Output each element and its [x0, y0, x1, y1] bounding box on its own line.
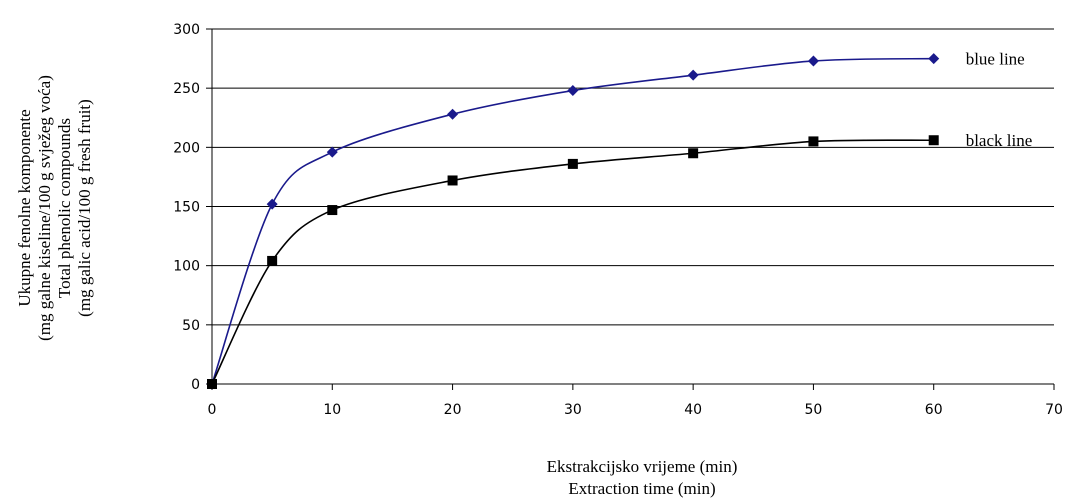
series-label-0: blue line [966, 50, 1025, 69]
x-tick-label: 10 [323, 402, 341, 418]
y-axis-title-line-4: (mg galic acid/100 g fresh fruit) [75, 99, 94, 317]
series-line-1 [211, 139, 934, 385]
data-point-diamond [687, 69, 699, 81]
data-point-diamond [447, 108, 459, 120]
series [206, 53, 940, 390]
x-tick-label: 0 [208, 402, 217, 418]
y-axis-title-line-1: Ukupne fenolne komponente [15, 109, 34, 306]
y-tick-label: 300 [173, 22, 200, 38]
data-point-diamond [266, 198, 278, 210]
y-axis-title-line-3: Total phenolic compounds [55, 118, 74, 298]
y-tick-label: 150 [173, 200, 200, 216]
y-tick-label: 50 [182, 318, 200, 334]
data-point-diamond [807, 55, 819, 67]
data-point-diamond [928, 53, 940, 65]
axes [206, 28, 1055, 390]
x-axis-title-line-2: Extraction time (min) [568, 479, 715, 498]
x-axis-title-line-1: Ekstrakcijsko vrijeme (min) [547, 457, 738, 476]
y-tick-label: 0 [191, 377, 200, 393]
data-point-square [688, 148, 699, 159]
data-point-square [267, 255, 278, 266]
y-tick-label: 200 [173, 140, 200, 156]
y-axis-title: Ukupne fenolne komponente (mg galne kise… [15, 75, 94, 341]
grid-lines [212, 28, 1054, 326]
data-point-diamond [567, 85, 579, 97]
y-tick-labels: 0 50 100 150 200 250 300 [173, 22, 200, 393]
series-line-0 [211, 57, 934, 385]
data-point-square [928, 135, 939, 146]
data-point-square [808, 136, 819, 147]
data-point-square [567, 158, 578, 169]
y-axis-title-line-2: (mg galne kiseline/100 g svježeg voća) [35, 75, 54, 341]
y-tick-label: 250 [173, 81, 200, 97]
legend: blue line black line [966, 50, 1033, 151]
data-point-square [447, 175, 458, 186]
data-point-square [207, 379, 217, 389]
data-point-square [327, 205, 338, 216]
x-tick-label: 20 [444, 402, 462, 418]
x-tick-label: 30 [564, 402, 582, 418]
x-tick-label: 40 [684, 402, 702, 418]
x-tick-label: 70 [1045, 402, 1063, 418]
x-tick-labels: 0 10 20 30 40 50 60 70 [208, 402, 1063, 418]
data-point-diamond [326, 146, 338, 158]
series-label-1: black line [966, 131, 1033, 150]
y-tick-label: 100 [173, 259, 200, 275]
x-tick-label: 60 [925, 402, 943, 418]
x-tick-label: 50 [805, 402, 823, 418]
